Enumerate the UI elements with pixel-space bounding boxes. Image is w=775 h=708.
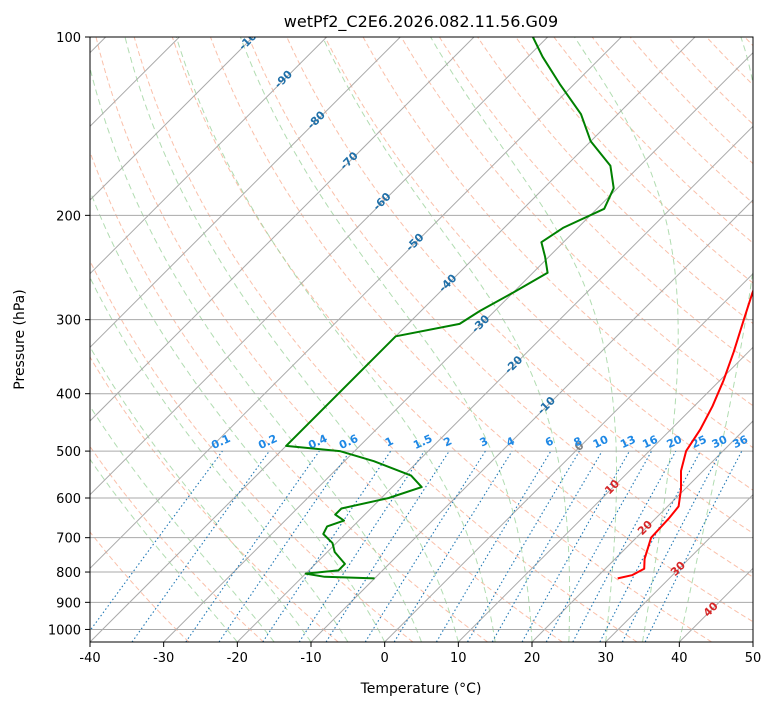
mixing-ratio-label: 10	[591, 433, 611, 451]
x-tick-label: 0	[381, 651, 389, 666]
isotherm-line	[163, 51, 753, 642]
mixing-ratio-line	[545, 450, 653, 642]
y-tick-label: 200	[56, 209, 81, 224]
mixing-ratio-line	[393, 450, 513, 642]
mixing-ratio-label: 13	[618, 433, 637, 451]
mixing-ratio-line	[131, 450, 270, 642]
dry-adiabat	[553, 37, 753, 244]
isotherm-line	[531, 420, 753, 642]
mixing-ratio-label: 16	[640, 433, 660, 451]
isotherm-line	[90, 37, 401, 349]
moist-adiabat	[124, 37, 459, 642]
x-axis-title: Temperature (°C)	[360, 681, 482, 697]
plot-area	[90, 37, 753, 642]
dry-adiabat	[90, 150, 488, 642]
dry-adiabat	[477, 37, 753, 325]
isotherm-line	[752, 641, 753, 642]
mixing-ratio-line	[298, 450, 425, 642]
x-tick-label: -40	[79, 651, 100, 666]
moist-adiabat	[239, 37, 533, 642]
y-tick-label: 600	[56, 492, 81, 507]
y-tick-label: 300	[56, 314, 81, 329]
mixing-ratio-line	[185, 450, 320, 642]
plot-lines: -100-90-80-70-60-50-40-30-20-10010203040…	[90, 37, 753, 642]
moist-adiabat	[574, 37, 679, 642]
isotherm-line	[90, 37, 328, 275]
mixing-ratio-label: 20	[665, 433, 685, 451]
dry-adiabat	[324, 37, 753, 491]
dry-adiabat	[248, 37, 753, 578]
isotherms	[90, 37, 753, 642]
sounding-traces	[285, 37, 753, 580]
dewpoint-line	[285, 37, 615, 580]
chart-title: wetPf2_C2E6.2026.082.11.56.G09	[284, 12, 558, 32]
plot-background	[90, 37, 753, 642]
mixing-ratio-label: 36	[731, 433, 751, 451]
moist-adiabat	[90, 189, 386, 642]
dry-adiabat	[286, 37, 753, 534]
y-tick-label: 100	[56, 31, 81, 46]
mixing-ratio-line	[644, 450, 743, 642]
x-tick-label: -10	[300, 651, 321, 666]
moist-adiabat	[430, 37, 617, 642]
y-tick-label: 400	[56, 388, 81, 403]
dry-adiabat	[133, 37, 638, 642]
y-tick-label: 500	[56, 445, 81, 460]
axis-ticks: -40 -30 -20 -10 0 10 20 30 40 50 100 200 300 400 500 60…	[48, 31, 761, 666]
mixing-ratio-line	[218, 450, 351, 642]
plot-frame	[89, 36, 754, 643]
dry-adiabat	[95, 37, 563, 642]
isotherm-line	[90, 37, 475, 422]
x-tick-label: -20	[227, 651, 248, 666]
moist-adiabat	[90, 405, 275, 642]
mixing-ratio-line	[262, 450, 392, 642]
isotherm-line	[236, 125, 753, 642]
moist-adiabat	[322, 37, 571, 642]
moist-adiabat	[90, 276, 349, 642]
isotherm-line	[457, 346, 753, 642]
x-tick-label: 50	[745, 651, 762, 666]
isotherm-line	[90, 37, 549, 496]
mixing-ratio-line	[572, 450, 677, 642]
dry-adiabat	[210, 37, 753, 623]
y-axis-title: Pressure (hPa)	[12, 289, 28, 389]
isotherm-line	[90, 37, 254, 201]
x-tick-label: 20	[524, 651, 541, 666]
x-tick-label: 10	[450, 651, 467, 666]
dry-adiabat	[171, 37, 712, 642]
moist-adiabat	[678, 37, 753, 642]
dry-adiabat	[90, 531, 190, 642]
mixing-ratio-lines	[90, 450, 743, 642]
mixing-ratio-line	[521, 450, 630, 642]
isotherm-line	[384, 272, 753, 642]
y-tick-label: 800	[56, 566, 81, 581]
dry-adiabat	[438, 37, 753, 366]
y-tick-label: 700	[56, 532, 81, 547]
moist-adiabat	[175, 37, 496, 642]
x-tick-label: -30	[153, 651, 174, 666]
isotherm-line	[310, 199, 753, 642]
dry-adiabat	[400, 37, 753, 407]
isotherm-line	[605, 493, 753, 642]
x-tick-label: 30	[597, 651, 614, 666]
dry-adiabat	[90, 259, 414, 642]
dry-adiabat	[90, 356, 339, 642]
y-tick-label: 1000	[48, 623, 81, 638]
dry-adiabat	[591, 37, 753, 204]
x-tick-label: 40	[671, 651, 688, 666]
moist-adiabat	[90, 458, 238, 642]
y-tick-label: 900	[56, 596, 81, 611]
moist-adiabat	[90, 65, 422, 642]
mixing-ratio-line	[325, 450, 450, 642]
isotherm-line	[90, 37, 622, 570]
temperature-line	[617, 288, 753, 580]
mixing-ratio-label: 30	[710, 433, 730, 451]
mixing-ratio-line	[90, 450, 223, 632]
